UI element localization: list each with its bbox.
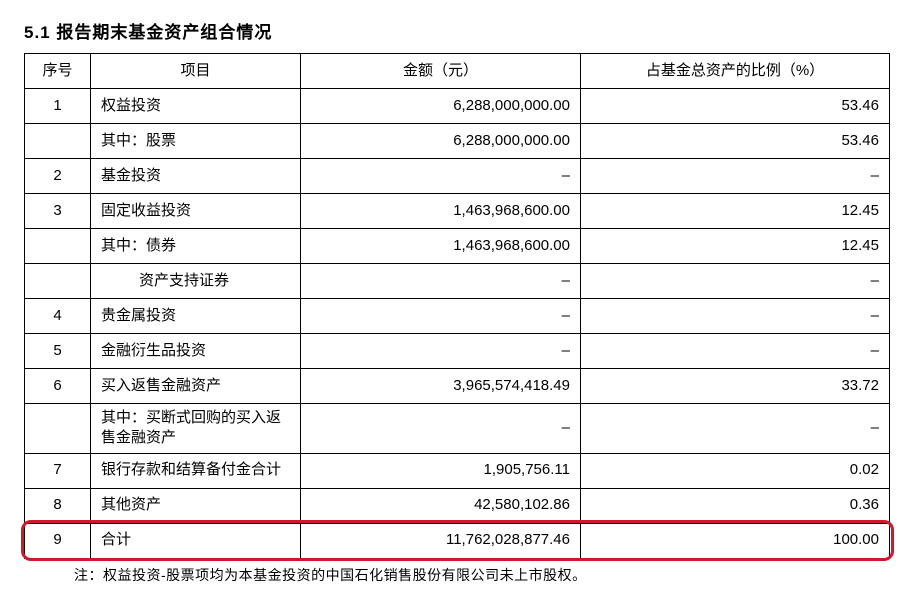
cell-amount: – [301,264,581,299]
cell-seq: 6 [25,369,91,404]
table-row: 9合计11,762,028,877.46100.00 [25,523,890,558]
section-title: 5.1 报告期末基金资产组合情况 [24,18,890,43]
cell-amount: 11,762,028,877.46 [301,523,581,558]
cell-seq: 1 [25,89,91,124]
cell-amount: – [301,334,581,369]
footnote: 注：权益投资-股票项均为本基金投资的中国石化销售股份有限公司未上市股权。 [24,559,890,585]
cell-pct: – [581,404,890,454]
cell-pct: – [581,334,890,369]
cell-amount: 1,463,968,600.00 [301,194,581,229]
table-wrapper: 序号 项目 金额（元） 占基金总资产的比例（%） 1权益投资6,288,000,… [24,53,890,559]
cell-amount: 1,463,968,600.00 [301,229,581,264]
cell-item: 其他资产 [91,488,301,523]
cell-item: 其中：股票 [91,124,301,159]
cell-pct: 12.45 [581,229,890,264]
cell-pct: 53.46 [581,124,890,159]
cell-amount: 6,288,000,000.00 [301,124,581,159]
cell-seq: 4 [25,299,91,334]
cell-pct: 33.72 [581,369,890,404]
table-row: 其中：债券1,463,968,600.0012.45 [25,229,890,264]
cell-amount: – [301,404,581,454]
cell-amount: 6,288,000,000.00 [301,89,581,124]
table-row: 5金融衍生品投资–– [25,334,890,369]
cell-item: 权益投资 [91,89,301,124]
cell-seq: 5 [25,334,91,369]
table-row: 8其他资产42,580,102.860.36 [25,488,890,523]
asset-composition-table: 序号 项目 金额（元） 占基金总资产的比例（%） 1权益投资6,288,000,… [24,53,890,559]
cell-pct: – [581,299,890,334]
cell-seq: 9 [25,523,91,558]
table-row: 6买入返售金融资产3,965,574,418.4933.72 [25,369,890,404]
cell-seq: 3 [25,194,91,229]
cell-item: 银行存款和结算备付金合计 [91,453,301,488]
col-header-item: 项目 [91,54,301,89]
col-header-amount: 金额（元） [301,54,581,89]
table-row: 3固定收益投资1,463,968,600.0012.45 [25,194,890,229]
table-row: 2基金投资–– [25,159,890,194]
cell-seq: 8 [25,488,91,523]
cell-amount: 1,905,756.11 [301,453,581,488]
col-header-seq: 序号 [25,54,91,89]
table-row: 其中：股票6,288,000,000.0053.46 [25,124,890,159]
cell-amount: – [301,159,581,194]
cell-seq [25,124,91,159]
cell-seq [25,404,91,454]
cell-pct: 0.02 [581,453,890,488]
cell-item: 合计 [91,523,301,558]
cell-item: 固定收益投资 [91,194,301,229]
cell-item: 基金投资 [91,159,301,194]
cell-item: 金融衍生品投资 [91,334,301,369]
col-header-pct: 占基金总资产的比例（%） [581,54,890,89]
cell-seq [25,229,91,264]
cell-item: 其中：债券 [91,229,301,264]
table-row: 资产支持证券–– [25,264,890,299]
cell-pct: – [581,264,890,299]
table-row: 1权益投资6,288,000,000.0053.46 [25,89,890,124]
table-row: 4贵金属投资–– [25,299,890,334]
cell-amount: 42,580,102.86 [301,488,581,523]
cell-pct: 53.46 [581,89,890,124]
cell-seq: 2 [25,159,91,194]
cell-pct: – [581,159,890,194]
cell-item: 贵金属投资 [91,299,301,334]
cell-amount: – [301,299,581,334]
table-row: 其中：买断式回购的买入返售金融资产–– [25,404,890,454]
cell-item: 资产支持证券 [91,264,301,299]
cell-pct: 100.00 [581,523,890,558]
cell-seq [25,264,91,299]
cell-pct: 0.36 [581,488,890,523]
cell-amount: 3,965,574,418.49 [301,369,581,404]
cell-pct: 12.45 [581,194,890,229]
table-row: 7银行存款和结算备付金合计1,905,756.110.02 [25,453,890,488]
cell-item: 买入返售金融资产 [91,369,301,404]
cell-item: 其中：买断式回购的买入返售金融资产 [91,404,301,454]
cell-seq: 7 [25,453,91,488]
table-header-row: 序号 项目 金额（元） 占基金总资产的比例（%） [25,54,890,89]
